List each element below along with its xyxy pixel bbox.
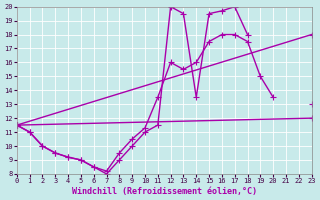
X-axis label: Windchill (Refroidissement éolien,°C): Windchill (Refroidissement éolien,°C): [72, 187, 257, 196]
